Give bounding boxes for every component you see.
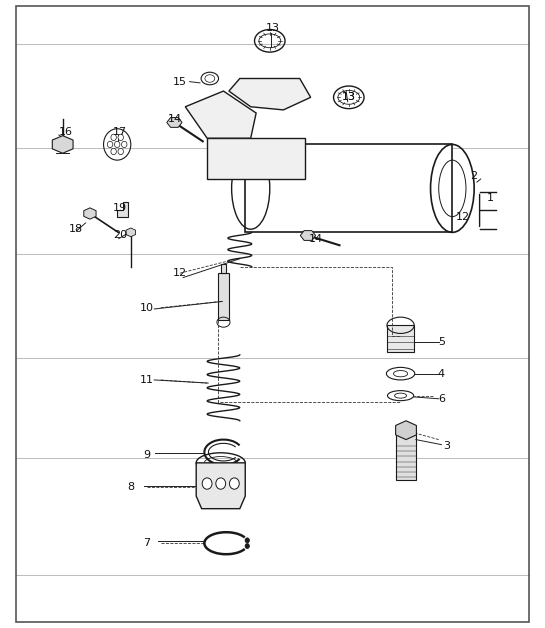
- Polygon shape: [52, 136, 73, 153]
- Text: 6: 6: [438, 394, 445, 404]
- Text: 13: 13: [342, 92, 356, 102]
- Polygon shape: [229, 78, 311, 110]
- Text: 12: 12: [456, 212, 470, 222]
- Text: 14: 14: [167, 114, 181, 124]
- Circle shape: [118, 134, 123, 141]
- Circle shape: [216, 478, 226, 489]
- Polygon shape: [167, 117, 182, 127]
- Text: 8: 8: [127, 482, 135, 492]
- Circle shape: [245, 538, 250, 543]
- Polygon shape: [84, 208, 96, 219]
- Bar: [387, 325, 414, 352]
- Circle shape: [111, 148, 117, 154]
- Polygon shape: [117, 202, 128, 217]
- Text: 13: 13: [265, 23, 280, 33]
- Text: 15: 15: [173, 77, 187, 87]
- Text: 1: 1: [487, 193, 494, 203]
- Bar: [207, 138, 305, 179]
- Text: 12: 12: [173, 268, 187, 278]
- Text: 17: 17: [113, 127, 127, 137]
- Text: 10: 10: [140, 303, 154, 313]
- Circle shape: [122, 141, 127, 148]
- Text: 5: 5: [438, 337, 445, 347]
- Text: 20: 20: [113, 230, 127, 241]
- Text: 13: 13: [342, 92, 356, 102]
- Text: 14: 14: [309, 234, 323, 244]
- Circle shape: [245, 544, 250, 549]
- Text: 16: 16: [58, 127, 72, 137]
- Bar: [245, 144, 452, 232]
- Polygon shape: [196, 463, 245, 509]
- Circle shape: [202, 478, 212, 489]
- Text: 11: 11: [140, 375, 154, 385]
- Text: 2: 2: [470, 171, 478, 181]
- Circle shape: [111, 134, 117, 141]
- Circle shape: [229, 478, 239, 489]
- Bar: [396, 430, 416, 480]
- Text: 18: 18: [69, 224, 83, 234]
- Circle shape: [118, 148, 123, 154]
- Text: 19: 19: [113, 203, 127, 214]
- Bar: [221, 264, 226, 273]
- Text: 7: 7: [143, 538, 151, 548]
- Text: 4: 4: [438, 369, 445, 379]
- Text: 9: 9: [143, 450, 151, 460]
- Polygon shape: [185, 91, 256, 138]
- Bar: [218, 273, 229, 320]
- Text: 3: 3: [444, 441, 450, 451]
- Circle shape: [107, 141, 113, 148]
- Polygon shape: [396, 421, 416, 440]
- Polygon shape: [300, 230, 316, 241]
- Circle shape: [114, 141, 120, 148]
- Polygon shape: [126, 228, 136, 237]
